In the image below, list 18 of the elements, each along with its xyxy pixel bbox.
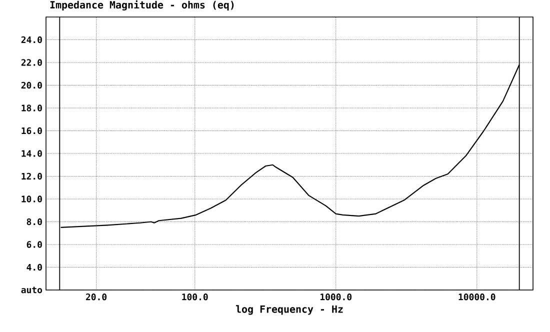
x-tick-label: 1000.0 [320, 294, 352, 300]
y-tick-label: 18.0 [22, 104, 42, 112]
y-tick-label: 14.0 [22, 150, 42, 157]
y-tick-label: 8.0 [26, 218, 42, 226]
y-tick-label: 20.0 [21, 82, 42, 89]
y-tick-label: 10.0 [22, 196, 42, 202]
y-tick-label: 24.0 [21, 36, 42, 44]
x-tick-label: 10000.0 [458, 294, 496, 300]
y-tick-label: auto [21, 286, 42, 294]
y-tick-label: 6.0 [26, 241, 42, 248]
x-tick-label: 100.0 [182, 294, 208, 300]
y-tick-label: 16.0 [22, 127, 42, 134]
y-tick-label: 4.0 [26, 264, 42, 271]
y-tick-label: 12.0 [22, 172, 42, 180]
chart-title: Impedance Magnitude - ohms (eq) [50, 0, 234, 11]
y-tick-label: 22.0 [21, 59, 42, 66]
x-tick-label: 20.0 [86, 294, 107, 300]
x-axis-title: log Frequency - Hz [236, 305, 343, 315]
